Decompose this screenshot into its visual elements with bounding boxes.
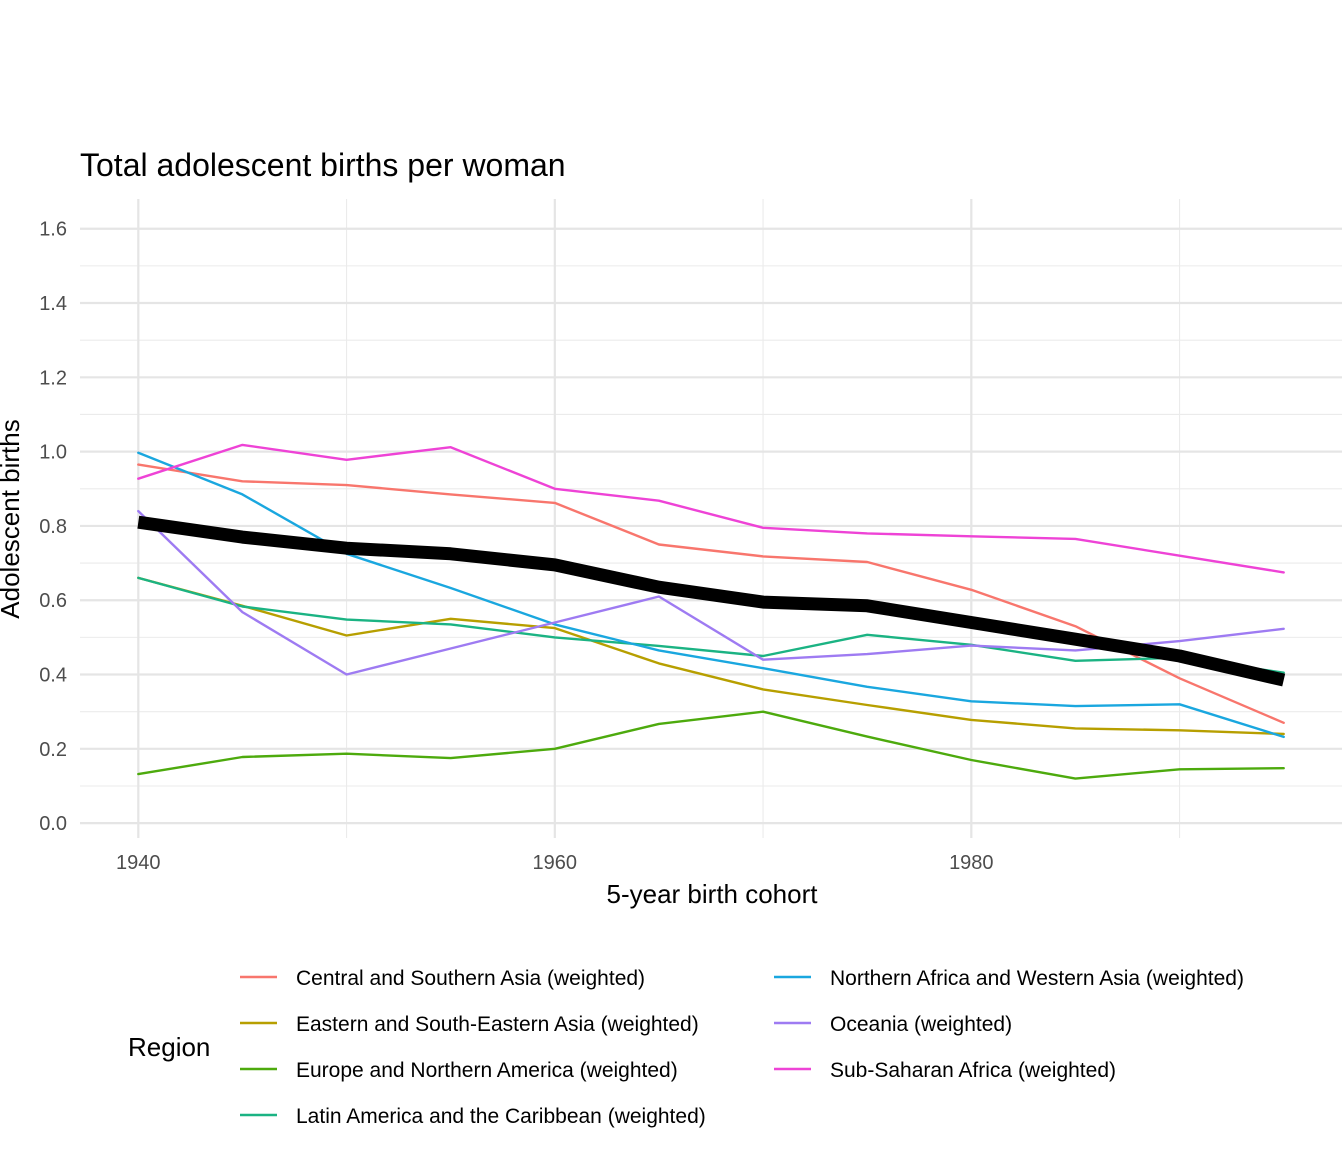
legend-entry: Central and Southern Asia (weighted) [240, 967, 645, 990]
y-tick-label: 1.0 [39, 442, 67, 464]
series-line-sub-saharan-africa [137, 443, 1285, 574]
legend-entry: Latin America and the Caribbean (weighte… [240, 1105, 706, 1128]
x-tick-label: 1960 [533, 852, 578, 874]
axis-tick-labels: 0.0 0.2 0.4 0.6 0.8 1.0 1.2 1.4 1.6 1940 1960 1980 [39, 219, 993, 874]
legend-label: Latin America and the Caribbean (weighte… [296, 1105, 706, 1128]
legend-label: Europe and Northern America (weighted) [296, 1059, 678, 1082]
series-line-eastern-and-south-eastern-asia [137, 576, 1285, 736]
legend-label: Northern Africa and Western Asia (weight… [830, 967, 1244, 990]
series-line-central-and-southern-asia [137, 463, 1285, 724]
y-tick-label: 0.0 [39, 813, 67, 835]
y-tick-label: 0.8 [39, 516, 67, 538]
series-line-oceania [137, 509, 1285, 676]
x-tick-label: 1980 [949, 852, 994, 874]
legend-entry: Oceania (weighted) [774, 1013, 1012, 1036]
legend-label: Eastern and South-Eastern Asia (weighted… [296, 1013, 699, 1036]
series-line-europe-and-northern-america [137, 710, 1285, 780]
legend-label: Central and Southern Asia (weighted) [296, 967, 645, 990]
grid-lines [80, 199, 1342, 838]
y-tick-label: 0.2 [39, 739, 67, 761]
legend: Region Central and Southern Asia (weight… [128, 967, 1244, 1128]
series-lines [137, 443, 1286, 780]
y-tick-label: 0.6 [39, 590, 67, 612]
legend-label: Oceania (weighted) [830, 1013, 1012, 1036]
legend-entry: Sub-Saharan Africa (weighted) [774, 1059, 1116, 1082]
y-tick-label: 1.4 [39, 293, 67, 315]
legend-entry: Europe and Northern America (weighted) [240, 1059, 678, 1082]
legend-title: Region [128, 1032, 210, 1062]
y-axis-title: Adolescent births [0, 419, 25, 618]
legend-entries: Central and Southern Asia (weighted) East… [240, 967, 1244, 1128]
y-tick-label: 1.6 [39, 219, 67, 241]
x-tick-label: 1940 [116, 852, 161, 874]
legend-entry: Northern Africa and Western Asia (weight… [774, 967, 1244, 990]
series-line-latin-america-and-the-caribbean [137, 576, 1285, 674]
legend-label: Sub-Saharan Africa (weighted) [830, 1059, 1116, 1082]
series-line-overall [137, 515, 1286, 687]
chart-title: Total adolescent births per woman [80, 147, 566, 183]
legend-entry: Eastern and South-Eastern Asia (weighted… [240, 1013, 699, 1036]
y-tick-label: 1.2 [39, 367, 67, 389]
x-axis-title: 5-year birth cohort [607, 879, 819, 909]
y-tick-label: 0.4 [39, 665, 67, 687]
